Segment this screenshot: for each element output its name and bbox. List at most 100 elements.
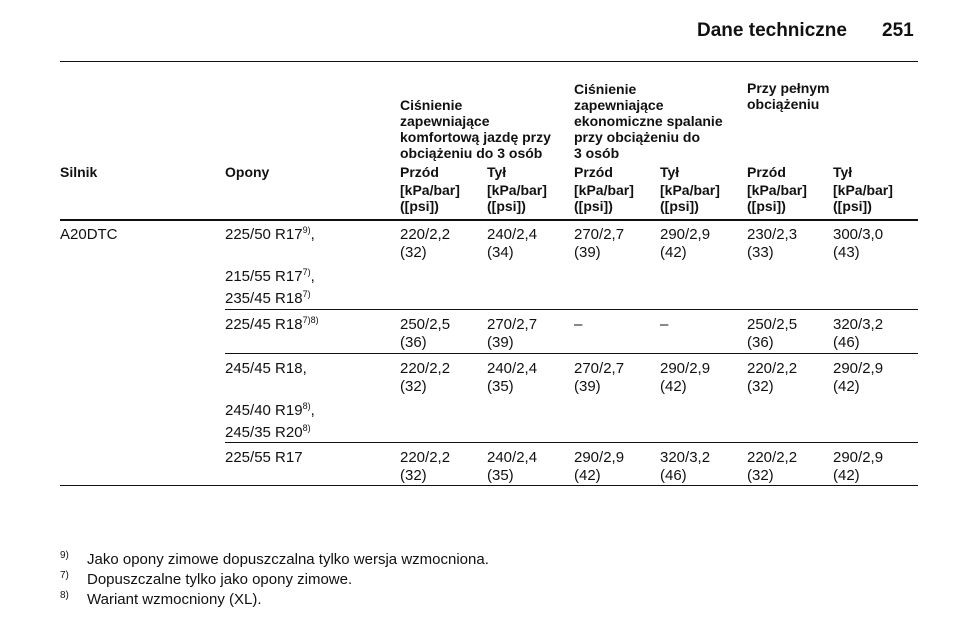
- column-header: Tył: [487, 164, 507, 180]
- pressure: 290/2,9: [833, 449, 884, 466]
- group-header: Ciśnienie: [574, 81, 637, 97]
- tyre: 245/40 R198),: [225, 402, 315, 420]
- group-header: przy obciążeniu do: [574, 129, 701, 145]
- tyre-size: 225/45 R18: [225, 316, 303, 333]
- column-header: Opony: [225, 164, 270, 180]
- tyre: 215/55 R177),: [225, 268, 315, 286]
- footnote-text: Jako opony zimowe dopuszczalna tylko wer…: [87, 551, 489, 568]
- tyre-size: 245/35 R20: [225, 424, 303, 441]
- group-header: zapewniające: [400, 113, 490, 129]
- pressure: (35): [487, 378, 514, 395]
- group-header: Przy pełnym: [747, 80, 830, 96]
- column-header: Tył: [660, 164, 680, 180]
- row-rule: [225, 442, 918, 443]
- pressure: (32): [400, 467, 427, 484]
- pressure: (34): [487, 244, 514, 261]
- pressure: 320/3,2: [660, 449, 711, 466]
- footnote-ref: 9): [302, 225, 311, 235]
- footnote-text: Dopuszczalne tylko jako opony zimowe.: [87, 571, 353, 588]
- footnote-text: Wariant wzmocniony (XL).: [87, 591, 262, 608]
- pressure: 220/2,2: [747, 449, 798, 466]
- engine: A20DTC: [60, 226, 118, 243]
- column-header: Silnik: [60, 164, 98, 180]
- pressure: (42): [833, 467, 860, 484]
- group-header: obciążeniu do 3 osób: [400, 145, 543, 161]
- footnote-ref: 8): [302, 423, 311, 433]
- group-header: Ciśnienie: [400, 97, 463, 113]
- pressure: 270/2,7: [574, 226, 625, 243]
- pressure: (36): [400, 334, 427, 351]
- pressure: (42): [833, 378, 860, 395]
- pressure: (46): [833, 334, 860, 351]
- row-rule: [225, 309, 918, 310]
- pressure: (33): [747, 244, 774, 261]
- footnote-ref: 7): [302, 267, 311, 277]
- pressure: 220/2,2: [400, 226, 451, 243]
- unit-label: ([psi]): [660, 198, 699, 214]
- column-header: Przód: [747, 164, 786, 180]
- unit-label: ([psi]): [400, 198, 439, 214]
- group-header: obciążeniu: [747, 96, 820, 112]
- footnote-ref: 7)8): [302, 315, 319, 325]
- unit-label: ([psi]): [574, 198, 613, 214]
- pressure: 250/2,5: [400, 316, 451, 333]
- tyre-size: 225/55 R17: [225, 449, 303, 466]
- group-header: ekonomiczne spalanie: [574, 113, 723, 129]
- page-number: 251: [882, 20, 914, 41]
- pressure: 250/2,5: [747, 316, 798, 333]
- pressure: 270/2,7: [574, 360, 625, 377]
- separator: ,: [310, 402, 315, 419]
- pressure: 290/2,9: [660, 226, 711, 243]
- tyre: 225/55 R17: [225, 449, 303, 467]
- pressure: (32): [400, 378, 427, 395]
- pressure: 220/2,2: [400, 449, 451, 466]
- pressure: –: [574, 316, 583, 333]
- table-head-rule: [60, 219, 918, 221]
- pressure: 240/2,4: [487, 360, 538, 377]
- pressure: (43): [833, 244, 860, 261]
- unit-label: ([psi]): [833, 198, 872, 214]
- column-header: Przód: [574, 164, 613, 180]
- tyre-size: 235/45 R18: [225, 290, 303, 307]
- unit-label: ([psi]): [487, 198, 526, 214]
- row-rule: [225, 353, 918, 354]
- pressure: 290/2,9: [574, 449, 625, 466]
- tyre: 225/45 R187)8): [225, 316, 319, 334]
- unit-label: [kPa/bar]: [833, 182, 893, 198]
- pressure: (35): [487, 467, 514, 484]
- pressure: 300/3,0: [833, 226, 884, 243]
- pressure: (39): [574, 378, 601, 395]
- unit-label: [kPa/bar]: [660, 182, 720, 198]
- unit-label: [kPa/bar]: [400, 182, 460, 198]
- unit-label: ([psi]): [747, 198, 786, 214]
- pressure: (36): [747, 334, 774, 351]
- unit-label: [kPa/bar]: [574, 182, 634, 198]
- header-rule: [60, 61, 918, 62]
- pressure: 240/2,4: [487, 449, 538, 466]
- tyre: 245/45 R18,: [225, 360, 307, 378]
- unit-label: [kPa/bar]: [487, 182, 547, 198]
- group-header: 3 osób: [574, 145, 620, 161]
- unit-label: [kPa/bar]: [747, 182, 807, 198]
- pressure: –: [660, 316, 669, 333]
- footnote-mark: 8): [60, 590, 69, 601]
- tyre: 245/35 R208): [225, 424, 311, 442]
- pressure: (42): [574, 467, 601, 484]
- pressure: (32): [747, 467, 774, 484]
- footnote-ref: 7): [302, 289, 311, 299]
- pressure: 270/2,7: [487, 316, 538, 333]
- pressure: 220/2,2: [400, 360, 451, 377]
- pressure: 230/2,3: [747, 226, 798, 243]
- footnote-ref: 8): [302, 401, 311, 411]
- pressure: (46): [660, 467, 687, 484]
- pressure: 220/2,2: [747, 360, 798, 377]
- pressure: (39): [487, 334, 514, 351]
- header-title: Dane techniczne: [697, 20, 847, 41]
- pressure: (42): [660, 244, 687, 261]
- separator: ,: [310, 268, 315, 285]
- tyre: 235/45 R187): [225, 290, 311, 308]
- tyre: 225/50 R179),: [225, 226, 315, 244]
- tyre-size: 215/55 R17: [225, 268, 303, 285]
- pressure: 290/2,9: [660, 360, 711, 377]
